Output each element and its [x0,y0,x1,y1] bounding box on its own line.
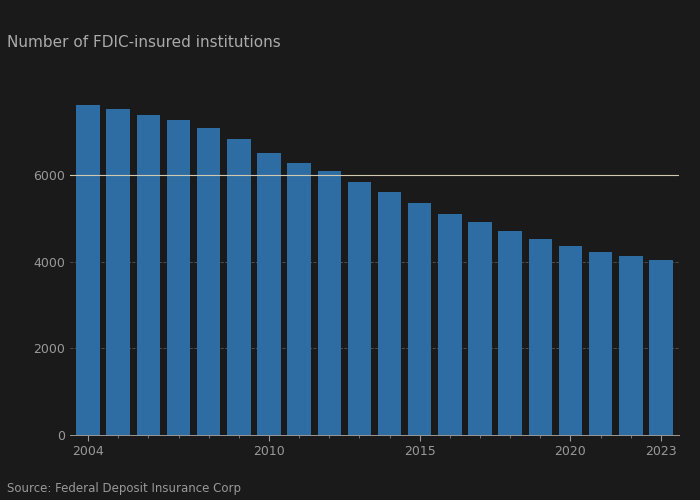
Bar [498,231,522,435]
Bar [136,114,160,435]
Bar [649,260,673,435]
Bar [288,162,311,435]
Bar [619,256,643,435]
Bar [257,153,281,435]
Bar [167,120,190,435]
Bar [227,139,251,435]
Bar [378,192,401,435]
Bar [348,182,371,435]
Text: Number of FDIC-insured institutions: Number of FDIC-insured institutions [7,35,281,50]
Bar [468,222,492,435]
Bar [106,108,130,435]
Bar [318,171,341,435]
Text: Source: Federal Deposit Insurance Corp: Source: Federal Deposit Insurance Corp [7,482,241,495]
Bar [559,246,582,435]
Bar [408,203,431,435]
Bar [76,104,100,435]
Bar [589,252,612,435]
Bar [197,128,220,435]
Bar [528,240,552,435]
Bar [438,214,461,435]
